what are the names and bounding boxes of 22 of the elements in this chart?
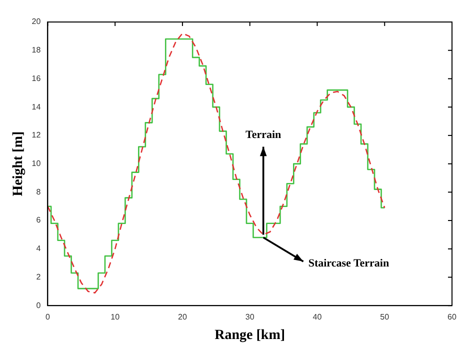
x-tick-label: 50: [380, 312, 390, 322]
x-tick-label: 0: [45, 312, 50, 322]
y-tick-label: 16: [32, 74, 42, 83]
x-tick-label: 30: [245, 312, 255, 322]
y-tick-label: 18: [32, 46, 42, 55]
y-tick-label: 4: [36, 244, 42, 254]
annotation: Staircase Terrain: [308, 257, 390, 270]
x-tick-label: 10: [110, 312, 120, 322]
y-tick-label: 0: [36, 300, 42, 310]
y-tick-label: 14: [32, 102, 42, 112]
y-axis-title: Height [m]: [11, 131, 26, 196]
y-tick-label: 6: [36, 216, 42, 225]
y-tick-label: 12: [32, 130, 42, 140]
y-tick-label: 10: [32, 159, 42, 168]
x-tick-label: 20: [178, 312, 188, 322]
y-tick-label: 2: [36, 272, 42, 282]
x-axis-title: Range [km]: [214, 328, 286, 344]
x-tick-label: 40: [312, 312, 322, 322]
y-tick-label: 8: [36, 187, 42, 196]
x-tick-label: 60: [448, 312, 457, 322]
y-tick-label: 20: [32, 17, 42, 26]
annotation: Terrain: [246, 129, 282, 142]
